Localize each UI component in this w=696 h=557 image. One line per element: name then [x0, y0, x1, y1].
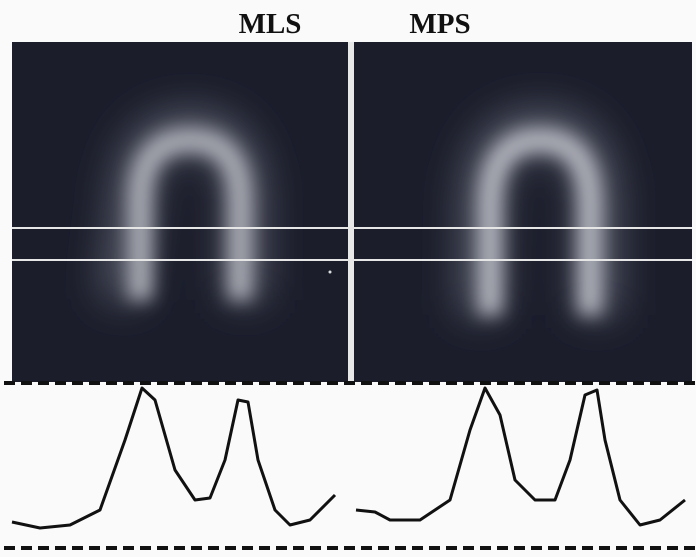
image-panel	[12, 42, 348, 382]
intensity-profile	[11, 386, 337, 530]
panel-label: MLS	[239, 8, 302, 40]
intensity-profile	[355, 386, 686, 527]
divider	[348, 42, 354, 382]
image-panel	[354, 42, 692, 382]
panel-label: MPS	[409, 8, 470, 40]
